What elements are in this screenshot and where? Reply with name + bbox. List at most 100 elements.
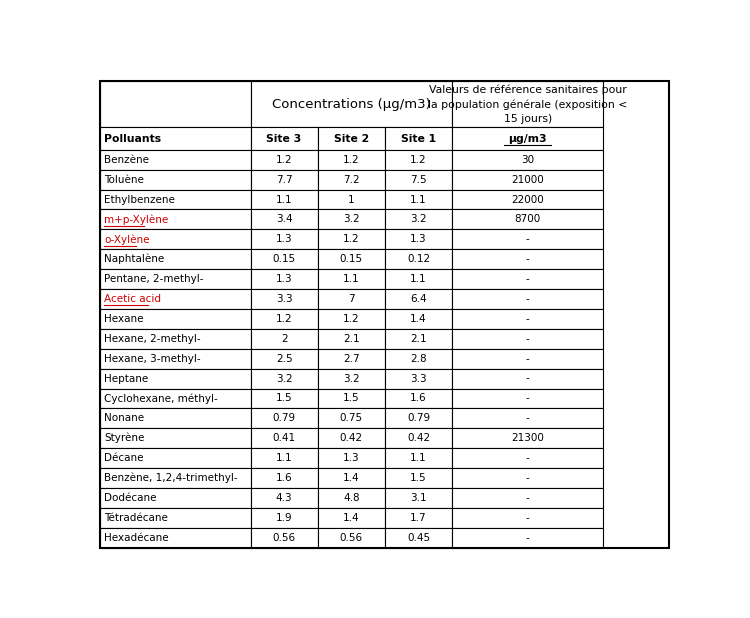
Text: 1.2: 1.2 <box>276 314 292 324</box>
Text: -: - <box>526 493 530 503</box>
Text: 0.42: 0.42 <box>407 433 430 443</box>
Bar <box>251 190 318 210</box>
Bar <box>385 508 452 528</box>
Bar <box>385 408 452 428</box>
Bar <box>251 229 318 249</box>
Text: 2.8: 2.8 <box>410 353 427 363</box>
Bar <box>100 528 250 548</box>
Bar <box>385 249 452 269</box>
Bar <box>100 269 250 289</box>
Text: 1.1: 1.1 <box>410 274 427 284</box>
Bar <box>318 229 385 249</box>
Bar <box>318 249 385 269</box>
Text: Ethylbenzene: Ethylbenzene <box>104 195 175 205</box>
Text: 2: 2 <box>280 334 287 344</box>
Bar <box>251 349 318 368</box>
Text: -: - <box>526 274 530 284</box>
Text: 0.56: 0.56 <box>340 533 363 543</box>
Bar <box>100 428 250 448</box>
Bar <box>452 229 603 249</box>
Text: 1.5: 1.5 <box>343 394 360 404</box>
Text: m+p-Xylène: m+p-Xylène <box>104 214 169 225</box>
Text: Tétradécane: Tétradécane <box>104 513 168 523</box>
Text: 1: 1 <box>348 195 355 205</box>
Bar <box>251 368 318 389</box>
Bar <box>385 269 452 289</box>
Text: 0.79: 0.79 <box>272 413 296 423</box>
Text: Site 3: Site 3 <box>266 133 302 143</box>
Bar <box>100 170 250 190</box>
Bar <box>251 289 318 309</box>
Text: 2.1: 2.1 <box>410 334 427 344</box>
Text: 1.6: 1.6 <box>276 473 292 483</box>
Bar <box>385 289 452 309</box>
Text: 4.3: 4.3 <box>276 493 292 503</box>
Text: 1.1: 1.1 <box>276 195 292 205</box>
Bar <box>452 249 603 269</box>
Bar <box>251 309 318 329</box>
Text: Benzène, 1,2,4-trimethyl-: Benzène, 1,2,4-trimethyl- <box>104 473 238 483</box>
Text: 1.5: 1.5 <box>410 473 427 483</box>
Text: 1.2: 1.2 <box>343 314 360 324</box>
Text: 6.4: 6.4 <box>410 294 427 304</box>
Text: 21000: 21000 <box>512 175 544 185</box>
Text: 7.2: 7.2 <box>343 175 360 185</box>
Bar <box>318 150 385 170</box>
Bar <box>318 289 385 309</box>
Text: 3.3: 3.3 <box>276 294 292 304</box>
Bar <box>100 309 250 329</box>
Text: 8700: 8700 <box>514 214 541 224</box>
Text: 0.12: 0.12 <box>407 254 430 265</box>
Text: 2.5: 2.5 <box>276 353 292 363</box>
Text: -: - <box>526 314 530 324</box>
Text: Hexadécane: Hexadécane <box>104 533 169 543</box>
Text: Heptane: Heptane <box>104 373 148 384</box>
Bar <box>318 428 385 448</box>
Bar <box>251 170 318 190</box>
Bar <box>318 389 385 408</box>
Bar <box>100 289 250 309</box>
Bar <box>318 349 385 368</box>
Text: -: - <box>526 294 530 304</box>
Text: 1.2: 1.2 <box>343 234 360 244</box>
Bar <box>100 468 250 488</box>
Text: o-Xylène: o-Xylène <box>104 234 150 245</box>
Text: -: - <box>526 413 530 423</box>
Text: Site 2: Site 2 <box>334 133 369 143</box>
Bar <box>100 229 250 249</box>
Bar <box>452 170 603 190</box>
Bar <box>318 468 385 488</box>
Text: 3.4: 3.4 <box>276 214 292 224</box>
Bar <box>452 408 603 428</box>
Text: -: - <box>526 394 530 404</box>
Text: Pentane, 2-methyl-: Pentane, 2-methyl- <box>104 274 204 284</box>
Bar <box>452 210 603 229</box>
Text: 0.56: 0.56 <box>272 533 296 543</box>
Text: Dodécane: Dodécane <box>104 493 157 503</box>
Bar <box>100 508 250 528</box>
Bar <box>100 127 250 150</box>
Text: 0.42: 0.42 <box>340 433 363 443</box>
Bar <box>385 448 452 468</box>
Text: 1.5: 1.5 <box>276 394 292 404</box>
Bar <box>385 349 452 368</box>
Text: -: - <box>526 254 530 265</box>
Bar <box>318 269 385 289</box>
Bar <box>385 127 452 150</box>
Text: 4.8: 4.8 <box>343 493 360 503</box>
Text: Acetic acid: Acetic acid <box>104 294 161 304</box>
Text: 1.1: 1.1 <box>276 453 292 463</box>
Bar <box>251 82 452 127</box>
Bar <box>100 408 250 428</box>
Bar <box>452 368 603 389</box>
Text: 21300: 21300 <box>512 433 544 443</box>
Bar <box>100 389 250 408</box>
Text: 1.3: 1.3 <box>410 234 427 244</box>
Text: Décane: Décane <box>104 453 144 463</box>
Text: Toluène: Toluène <box>104 175 144 185</box>
Bar <box>251 210 318 229</box>
Bar <box>251 428 318 448</box>
Bar <box>385 190 452 210</box>
Bar <box>100 448 250 468</box>
Text: 0.41: 0.41 <box>272 433 296 443</box>
